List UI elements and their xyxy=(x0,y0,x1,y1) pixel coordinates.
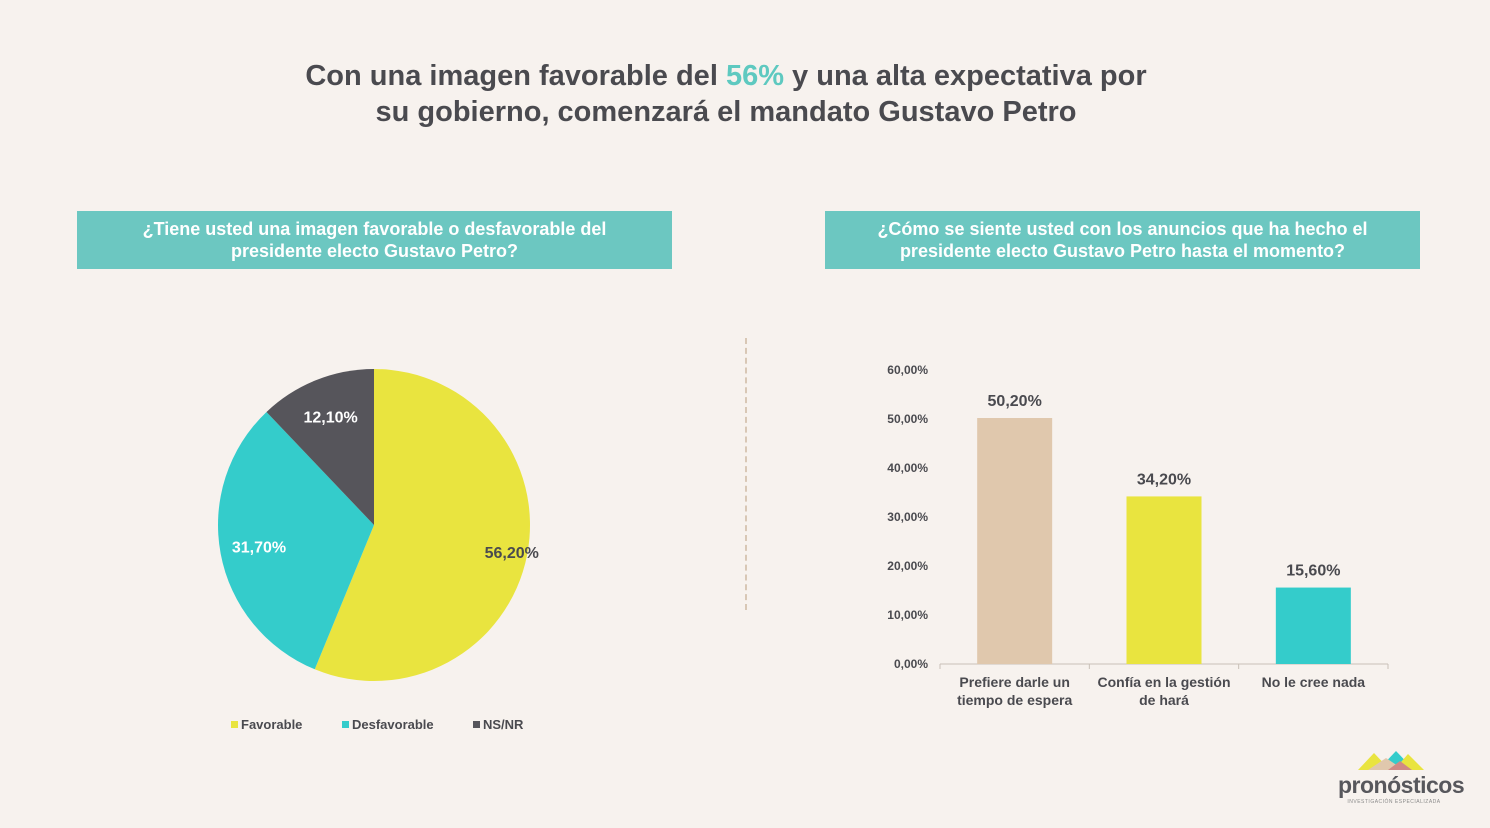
logo-name: pronósticos xyxy=(1338,772,1465,798)
question-favorability: ¿Tiene usted una imagen favorable o desf… xyxy=(77,211,672,269)
y-tick-label: 10,00% xyxy=(887,608,928,622)
title-highlight: 56% xyxy=(725,60,784,92)
bar-1 xyxy=(977,418,1053,664)
bar-value-label: 50,20% xyxy=(988,393,1042,410)
bar-value-label: 15,60% xyxy=(1286,563,1340,580)
y-tick-label: 40,00% xyxy=(887,461,928,475)
legend-label: Desfavorable xyxy=(352,717,434,732)
bar-3 xyxy=(1275,587,1351,664)
pie-slice-desfavorable xyxy=(217,411,374,670)
pie-label-ns-nr: 12,10% xyxy=(303,409,357,426)
pie-label-favorable: 56,20% xyxy=(485,545,539,562)
x-category-label: Prefiere darle un xyxy=(959,674,1070,690)
logo-mountains-icon xyxy=(1358,751,1424,770)
pie-slice-favorable xyxy=(314,369,530,681)
legend-swatch xyxy=(342,721,349,728)
y-tick-label: 20,00% xyxy=(887,559,928,573)
x-category-label: No le cree nada xyxy=(1262,674,1366,690)
x-category-label: tiempo de espera xyxy=(957,692,1072,708)
title-part1: Con una imagen favorable del xyxy=(305,60,726,92)
y-tick-label: 60,00% xyxy=(887,363,928,377)
title-line2: su gobierno, comenzará el mandato Gustav… xyxy=(375,96,1077,128)
legend-label: Favorable xyxy=(241,717,303,732)
question-announcements-text: ¿Cómo se siente usted con los anuncios q… xyxy=(877,219,1368,261)
y-tick-label: 0,00% xyxy=(894,657,928,671)
question-announcements: ¿Cómo se siente usted con los anuncios q… xyxy=(825,211,1420,269)
legend-swatch xyxy=(231,721,238,728)
title-part2: y una alta expectativa por xyxy=(783,60,1147,92)
pronosticos-logo: pronósticos INVESTIGACIÓN ESPECIALIZADA xyxy=(1338,748,1465,808)
pie-label-desfavorable: 31,70% xyxy=(232,540,286,557)
y-tick-label: 30,00% xyxy=(887,510,928,524)
legend-item-desfavorable: Desfavorable xyxy=(342,717,434,732)
bar-value-label: 34,20% xyxy=(1137,471,1191,488)
section-divider xyxy=(745,338,747,610)
legend-item-favorable: Favorable xyxy=(231,717,302,732)
logo-tagline: INVESTIGACIÓN ESPECIALIZADA xyxy=(1347,799,1441,805)
y-tick-label: 50,00% xyxy=(887,412,928,426)
legend-label: NS/NR xyxy=(483,717,524,732)
x-category-label: de hará xyxy=(1139,692,1189,708)
page-title: Con una imagen favorable del 56% y una a… xyxy=(0,58,1452,130)
pie-slice-ns-nr xyxy=(266,369,374,525)
x-category-label: Confía en la gestión xyxy=(1097,674,1230,690)
legend-swatch xyxy=(473,721,480,728)
legend-item-ns-nr: NS/NR xyxy=(473,717,523,732)
bar-2 xyxy=(1126,496,1202,664)
question-favorability-text: ¿Tiene usted una imagen favorable o desf… xyxy=(142,219,607,261)
